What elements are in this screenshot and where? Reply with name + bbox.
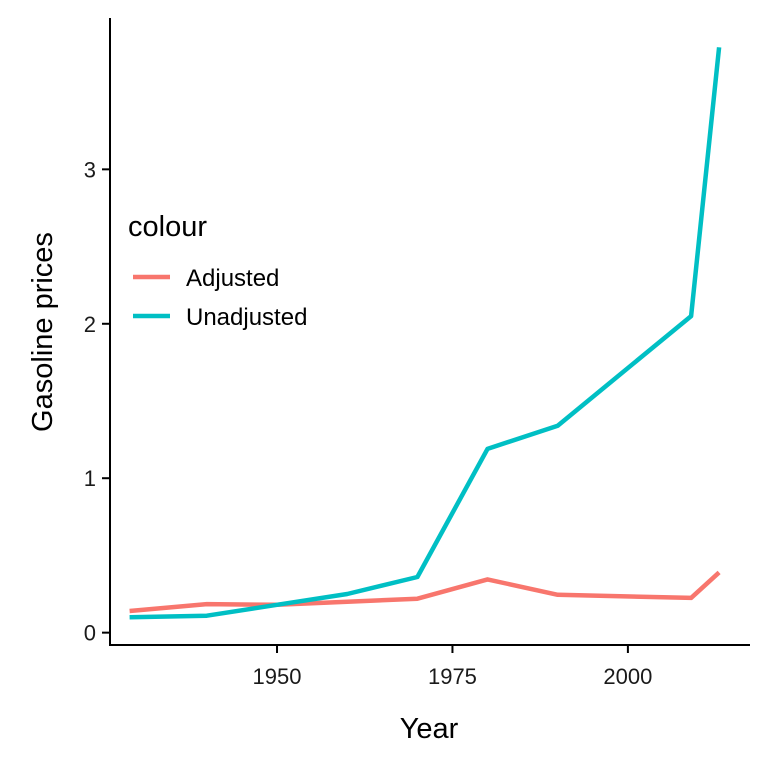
y-ticks: 0 1 2 3 bbox=[84, 157, 110, 646]
legend: colour Adjusted Unadjusted bbox=[128, 211, 307, 331]
y-tick-label: 1 bbox=[84, 466, 96, 491]
legend-label-unadjusted: Unadjusted bbox=[186, 304, 307, 331]
x-tick-label: 2000 bbox=[603, 664, 652, 689]
y-tick-label: 3 bbox=[84, 157, 96, 182]
y-tick-label: 2 bbox=[84, 312, 96, 337]
y-axis-title: Gasoline prices bbox=[27, 232, 59, 432]
legend-title: colour bbox=[128, 211, 207, 243]
x-ticks: 1950 1975 2000 bbox=[253, 645, 652, 689]
series-line-adjusted bbox=[129, 570, 721, 614]
plot-lines bbox=[129, 47, 722, 620]
x-tick-label: 1950 bbox=[253, 664, 302, 689]
x-tick-label: 1975 bbox=[428, 664, 477, 689]
x-axis-title: Year bbox=[400, 713, 459, 745]
y-tick-label: 0 bbox=[84, 621, 96, 646]
series-line-unadjusted bbox=[129, 47, 722, 620]
legend-label-adjusted: Adjusted bbox=[186, 265, 279, 292]
